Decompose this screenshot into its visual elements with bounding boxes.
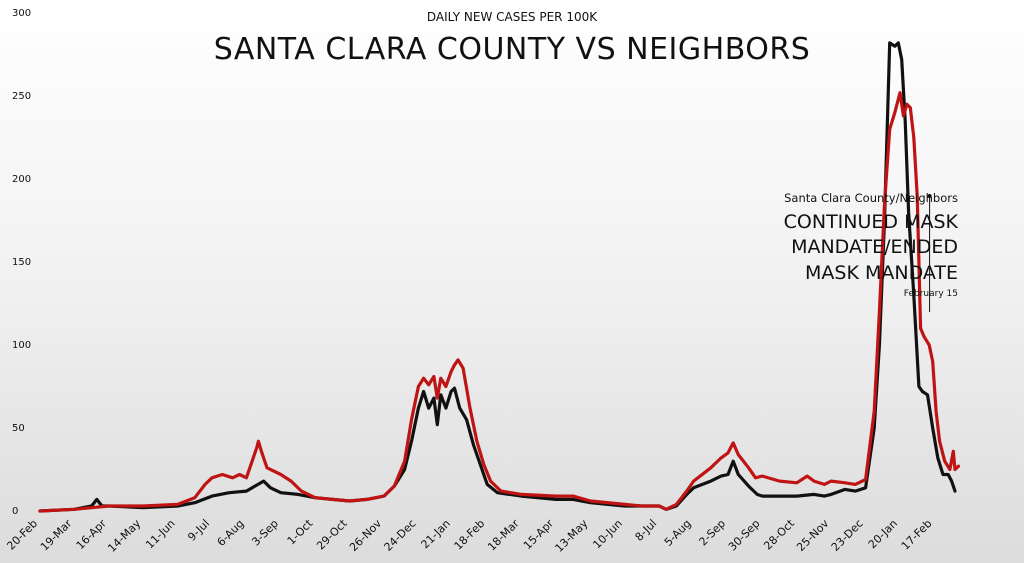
- x-tick-label: 9-Jul: [185, 517, 212, 544]
- y-tick-label: 250: [12, 91, 31, 102]
- x-tick-label: 15-Apr: [521, 517, 557, 553]
- x-tick-label: 18-Feb: [452, 517, 488, 553]
- y-tick-label: 150: [12, 257, 31, 268]
- x-tick-label: 19-Mar: [38, 517, 75, 554]
- mask-mandate-annotation: Santa Clara County/Neighbors CONTINUED M…: [784, 191, 959, 312]
- x-tick-label: 10-Jun: [590, 517, 625, 552]
- x-tick-label: 29-Oct: [314, 516, 350, 552]
- x-tick-label: 2-Sep: [697, 517, 729, 549]
- x-tick-label: 21-Jan: [419, 517, 453, 551]
- annotation-line-1: CONTINUED MASK: [784, 211, 959, 233]
- x-tick-label: 30-Sep: [726, 517, 763, 554]
- x-tick-label: 28-Oct: [761, 516, 797, 552]
- y-tick-label: 50: [12, 423, 25, 434]
- x-tick-label: 5-Aug: [662, 517, 694, 549]
- x-tick-label: 1-Oct: [285, 516, 316, 547]
- x-tick-label: 3-Sep: [249, 517, 281, 549]
- x-tick-label: 13-May: [553, 517, 591, 555]
- plot-area: [38, 41, 961, 513]
- y-axis: 0 50 100 150 200 250 300: [12, 8, 31, 517]
- y-tick-label: 200: [12, 174, 31, 185]
- series-line-2: [38, 91, 961, 513]
- annotation-series-label: Santa Clara County/Neighbors: [784, 191, 958, 205]
- x-tick-label: 23-Dec: [829, 517, 866, 554]
- chart-subtitle: DAILY NEW CASES PER 100K: [427, 10, 598, 24]
- x-tick-label: 8-Jul: [633, 517, 660, 544]
- y-tick-label: 100: [12, 340, 31, 351]
- x-tick-label: 20-Jan: [866, 517, 900, 551]
- x-tick-label: 6-Aug: [215, 517, 247, 549]
- series-line-1: [38, 41, 957, 513]
- annotation-date: February 15: [904, 289, 958, 299]
- y-tick-label: 300: [12, 8, 31, 19]
- chart-title: SANTA CLARA COUNTY VS NEIGHBORS: [214, 32, 811, 67]
- x-tick-label: 24-Dec: [382, 517, 419, 554]
- x-tick-label: 26-Nov: [347, 517, 384, 554]
- annotation-marker-dot: [927, 194, 932, 198]
- annotation-line-3: MASK MANDATE: [805, 262, 958, 284]
- x-tick-label: 14-May: [105, 517, 143, 555]
- x-tick-label: 16-Apr: [74, 517, 110, 553]
- x-tick-label: 18-Mar: [485, 517, 522, 554]
- y-tick-label: 0: [12, 506, 18, 517]
- x-tick-label: 11-Jun: [143, 517, 178, 552]
- annotation-line-2: MANDATE/ENDED: [791, 236, 958, 258]
- x-tick-label: 20-Feb: [4, 517, 40, 553]
- x-tick-label: 25-Nov: [794, 517, 831, 554]
- x-tick-label: 17-Feb: [899, 517, 935, 553]
